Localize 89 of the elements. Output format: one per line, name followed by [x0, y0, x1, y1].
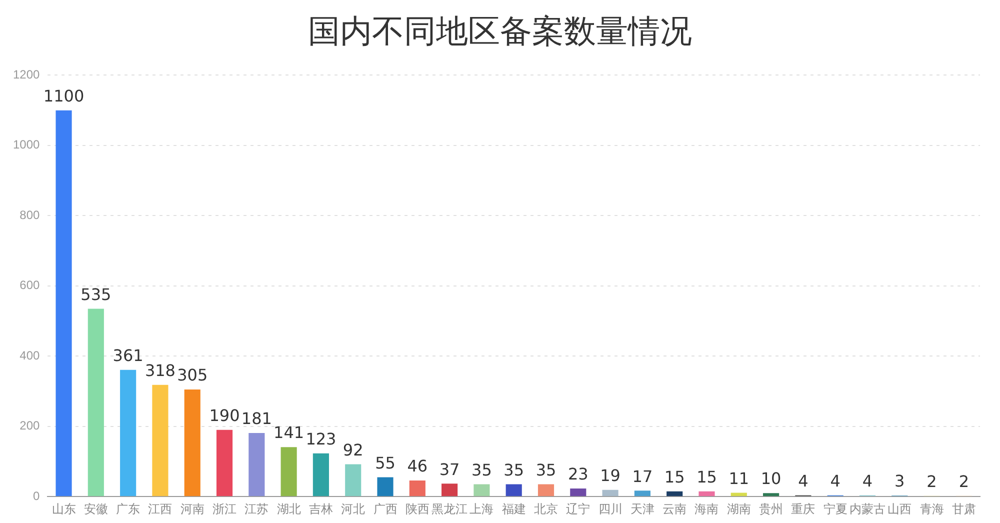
x-tick-label: 广东 — [116, 502, 140, 516]
x-tick-label: 山东 — [52, 502, 76, 516]
x-tick-label: 云南 — [662, 502, 687, 516]
bar — [442, 484, 458, 496]
data-label: 10 — [760, 469, 782, 488]
bar — [409, 480, 426, 496]
data-label: 181 — [241, 409, 272, 428]
data-label: 318 — [144, 361, 176, 380]
data-label: 305 — [177, 366, 208, 385]
data-label: 35 — [504, 460, 524, 480]
data-label: 15 — [664, 467, 685, 486]
bar — [730, 492, 747, 496]
bar — [763, 493, 780, 496]
x-tick-label: 山西 — [888, 502, 912, 516]
x-tick-label: 四川 — [598, 502, 622, 516]
data-label: 37 — [439, 460, 460, 479]
data-label: 19 — [600, 466, 620, 486]
bar — [377, 477, 394, 496]
x-tick-label: 甘肃 — [952, 502, 976, 516]
data-label: 55 — [375, 453, 396, 472]
x-tick-label: 北京 — [534, 502, 558, 516]
y-tick-label: 400 — [20, 348, 40, 362]
bar — [570, 488, 586, 496]
x-tick-label: 宁夏 — [823, 502, 848, 516]
x-tick-label: 重庆 — [791, 502, 816, 516]
data-label: 11 — [728, 468, 750, 488]
x-tick-label: 湖南 — [726, 502, 751, 516]
bar — [538, 484, 554, 496]
x-tick-label: 青海 — [920, 502, 944, 516]
x-tick-label: 江苏 — [244, 502, 269, 516]
x-tick-label: 湖北 — [276, 502, 301, 516]
data-label: 141 — [274, 423, 304, 442]
x-tick-label: 吉林 — [308, 502, 333, 516]
data-label: 1100 — [43, 86, 84, 106]
data-label: 123 — [306, 430, 336, 449]
bar — [602, 490, 618, 496]
data-label: 17 — [632, 466, 653, 486]
chart-title: 国内不同地区备案数量情况 — [307, 11, 693, 52]
bar — [506, 484, 522, 496]
bar — [88, 308, 104, 496]
x-tick-label: 河南 — [180, 502, 204, 516]
x-tick-label: 江西 — [148, 502, 172, 516]
bar — [312, 453, 329, 496]
y-tick-label: 1000 — [12, 138, 40, 152]
data-label: 3 — [894, 472, 905, 491]
y-tick-label: 0 — [33, 488, 40, 503]
data-label: 361 — [112, 346, 144, 365]
bar — [120, 370, 136, 496]
bar — [474, 484, 490, 496]
x-tick-label: 陕西 — [405, 502, 430, 516]
x-tick-label: 安徽 — [84, 502, 108, 516]
x-tick-label: 福建 — [502, 502, 526, 516]
y-tick-label: 800 — [20, 208, 40, 222]
bar — [345, 464, 362, 496]
x-tick-label: 贵州 — [759, 502, 784, 516]
data-label: 23 — [568, 464, 588, 484]
bar — [666, 491, 683, 496]
x-tick-label: 浙江 — [212, 502, 237, 516]
data-label: 46 — [407, 456, 428, 476]
x-tick-label: 天津 — [630, 502, 654, 516]
data-label: 190 — [209, 406, 240, 426]
bar — [698, 491, 715, 496]
y-tick-label: 200 — [20, 418, 40, 433]
data-label: 2 — [926, 472, 937, 492]
data-label: 15 — [696, 467, 717, 486]
data-label: 92 — [342, 440, 364, 460]
x-tick-label: 上海 — [470, 502, 494, 516]
bar — [634, 490, 650, 496]
bar — [280, 447, 297, 496]
data-label: 4 — [798, 471, 808, 490]
data-label: 35 — [472, 460, 492, 480]
data-label: 4 — [862, 471, 873, 490]
x-tick-label: 辽宁 — [566, 502, 590, 516]
bar — [248, 433, 265, 496]
data-label: 4 — [830, 471, 840, 490]
x-tick-label: 内蒙古 — [849, 502, 886, 516]
x-tick-label: 广西 — [373, 502, 398, 516]
data-label: 35 — [536, 460, 556, 480]
x-tick-label: 海南 — [694, 502, 719, 516]
data-label: 535 — [80, 284, 112, 304]
bar — [184, 389, 200, 496]
bar — [56, 110, 72, 496]
y-tick-label: 600 — [20, 278, 40, 292]
bar — [216, 430, 233, 496]
data-label: 2 — [958, 472, 970, 492]
y-tick-label: 1200 — [12, 68, 40, 82]
x-tick-label: 黑龙江 — [432, 502, 468, 516]
bar — [152, 384, 168, 496]
x-tick-label: 河北 — [341, 502, 366, 516]
